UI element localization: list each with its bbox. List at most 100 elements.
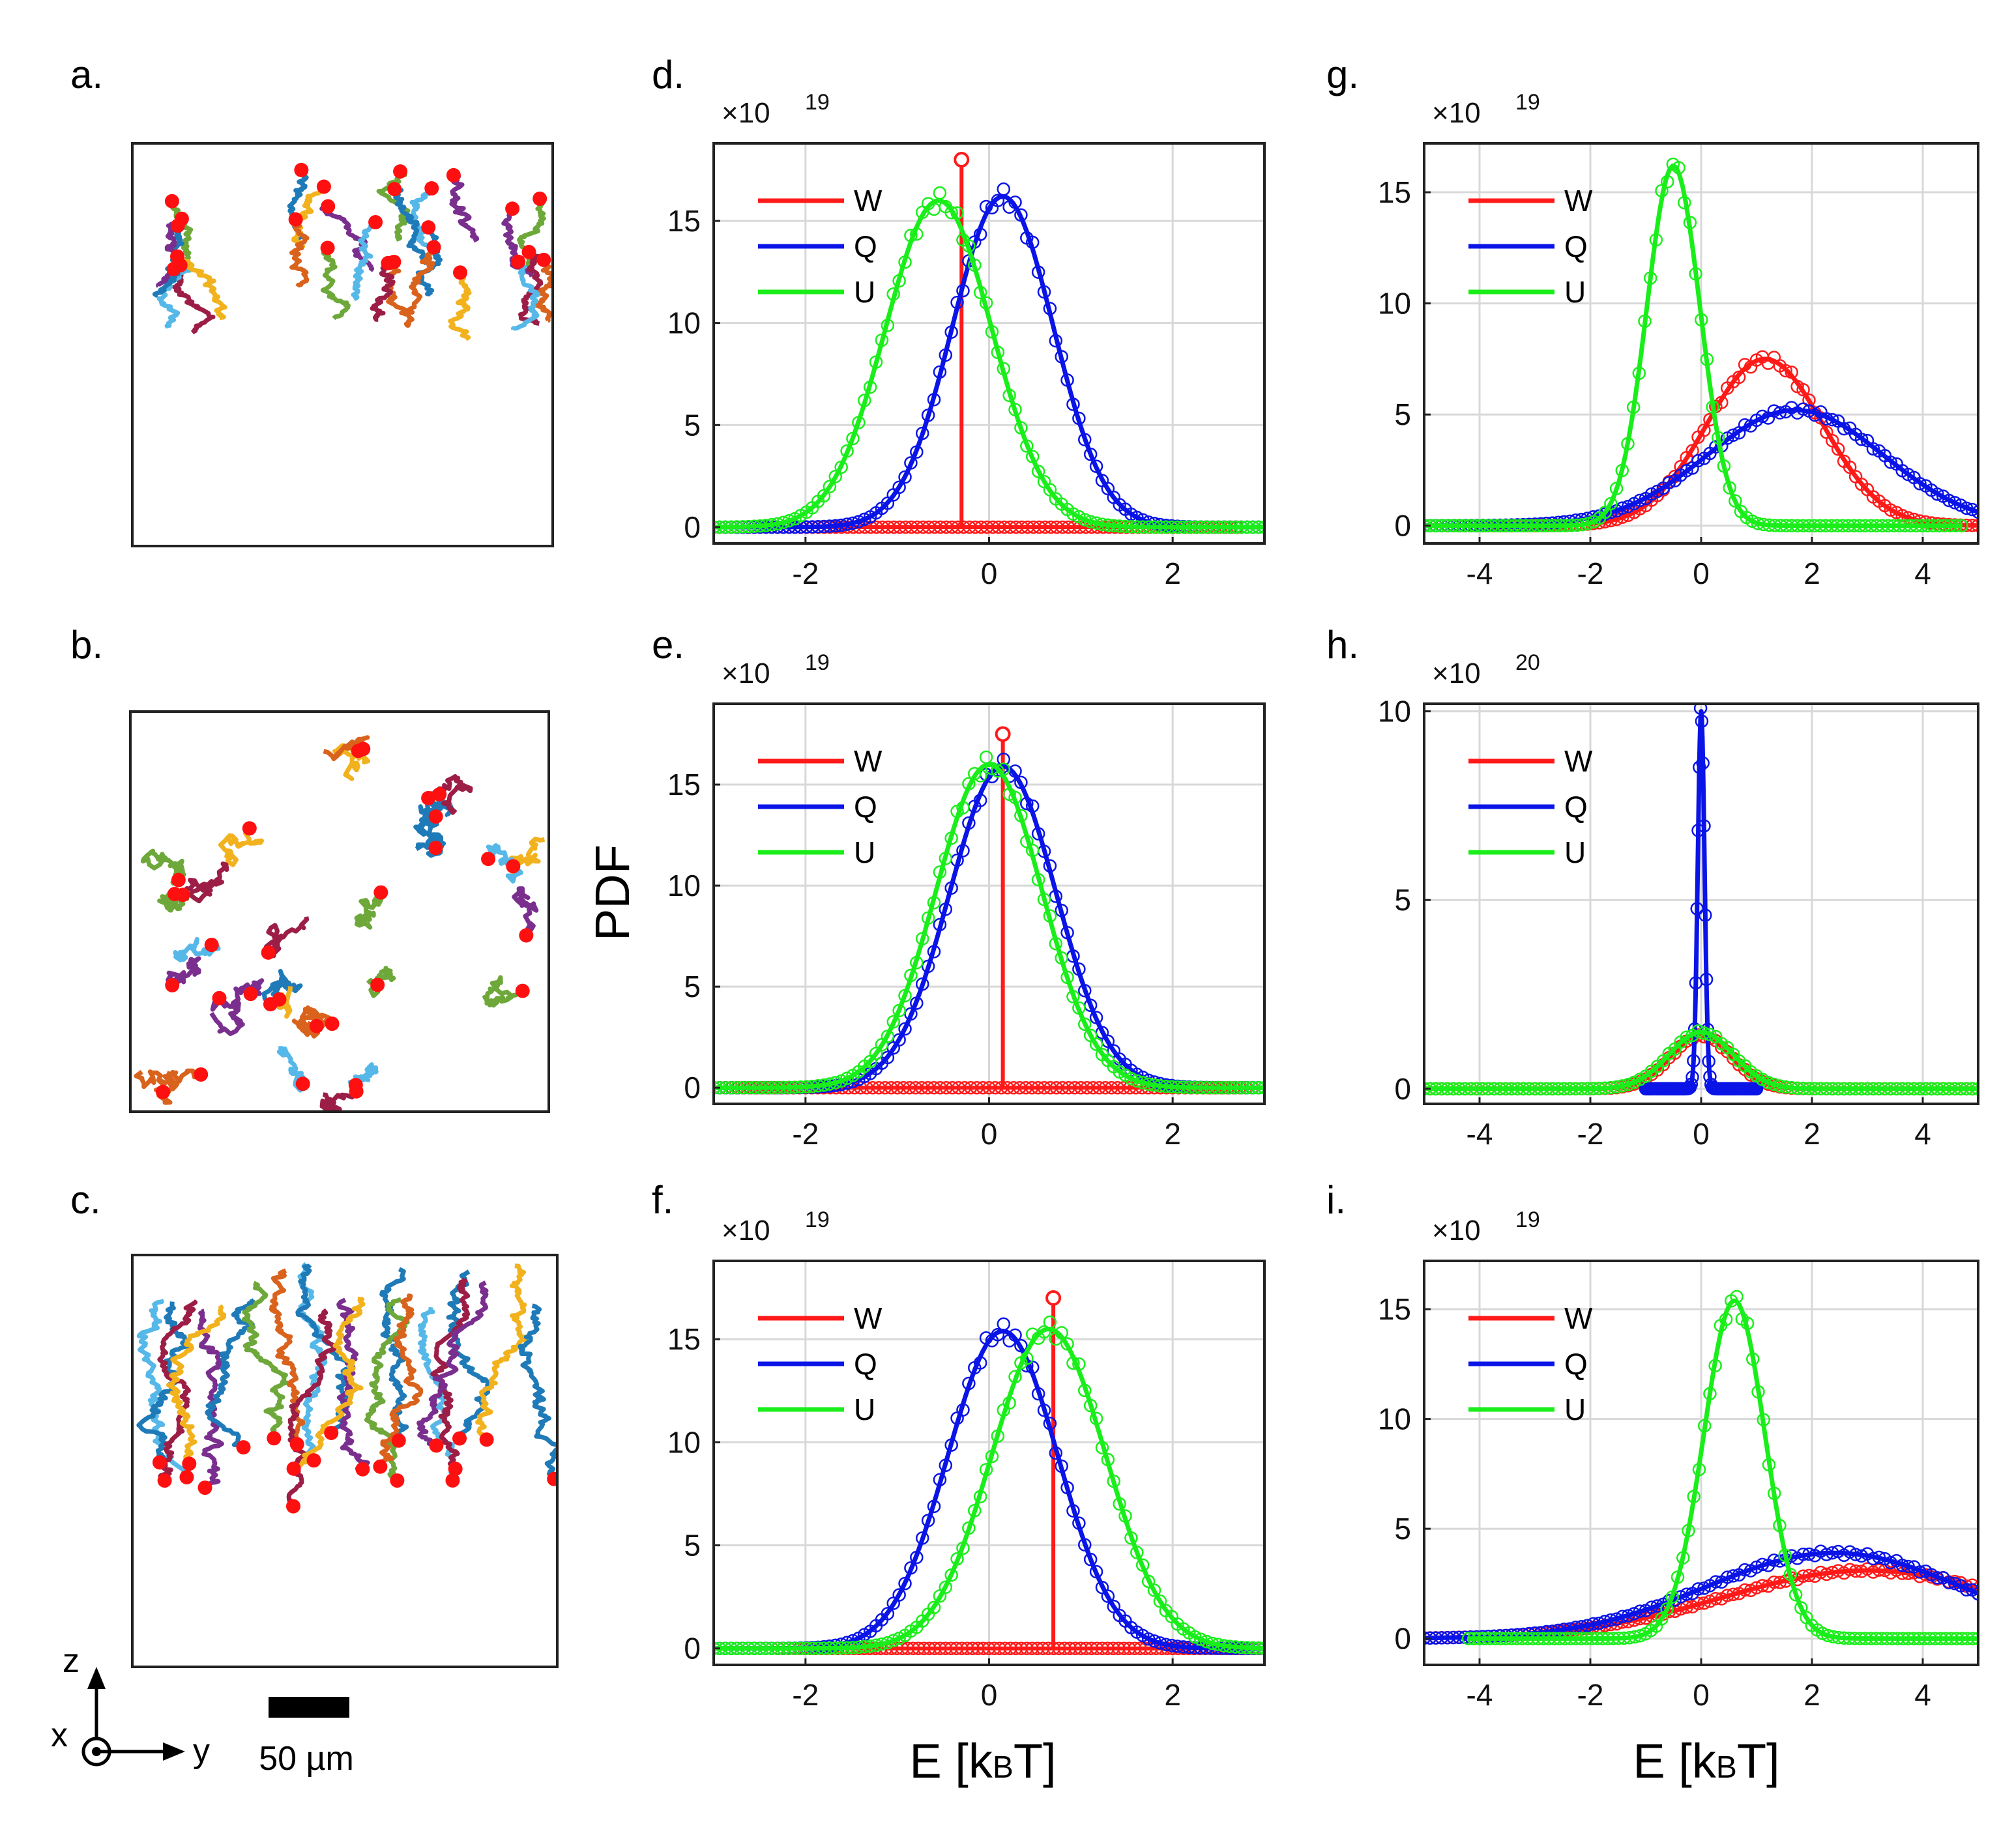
- x-tick-label: 0: [981, 1678, 998, 1712]
- trajectory-frame: [131, 142, 554, 547]
- scale-bar: [269, 1697, 349, 1718]
- series-marker: [1729, 494, 1742, 508]
- trajectory-start-dot: [316, 179, 331, 194]
- trajectory-path: [385, 259, 415, 328]
- legend-label-U: U: [1564, 1393, 1586, 1426]
- trajectory-start-dot: [547, 1471, 557, 1486]
- trajectory-start-dot: [393, 164, 408, 179]
- series-marker: [892, 1033, 906, 1047]
- x-tick-label: -2: [1577, 1117, 1604, 1151]
- series-marker: [1153, 1594, 1167, 1608]
- trajectory-start-dot: [370, 977, 385, 992]
- trajectory-start-dot: [428, 809, 443, 824]
- trajectory-start-dot: [157, 1473, 172, 1488]
- trajectory-path: [166, 1304, 227, 1465]
- y-tick-label: 0: [684, 1071, 701, 1104]
- panel-label: e.: [652, 623, 684, 667]
- trajectory-start-dot: [295, 1076, 310, 1091]
- series-marker: [1680, 464, 1693, 478]
- series-marker: [1931, 487, 1944, 501]
- legend-label-W: W: [854, 744, 883, 778]
- z-axis-label: z: [63, 1642, 80, 1680]
- legend: WQU: [1468, 184, 1593, 309]
- x-tick-label: 0: [1693, 1117, 1710, 1151]
- scale-bar-label: 50 µm: [259, 1740, 354, 1778]
- panel-label: i.: [1326, 1178, 1346, 1222]
- trajectory-path: [264, 916, 310, 959]
- trajectory-start-dot: [324, 1425, 339, 1440]
- x-tick-label: -4: [1467, 556, 1493, 590]
- axes-triad: z x y: [51, 1642, 210, 1770]
- axis-multiplier: ×10: [1432, 657, 1481, 689]
- series-fit-line: [1468, 1298, 1978, 1641]
- trajectory-start-dot: [479, 1432, 494, 1447]
- trajectory-start-dot: [182, 1456, 197, 1471]
- trajectory-start-dot: [373, 885, 388, 900]
- trajectory-start-dot: [515, 983, 530, 998]
- series-marker: [828, 470, 843, 484]
- series-marker: [1691, 454, 1705, 468]
- legend-label-Q: Q: [854, 790, 877, 824]
- legend-label-Q: Q: [1564, 229, 1588, 263]
- y-tick-label: 15: [667, 204, 701, 238]
- x-tick-label: 2: [1164, 1117, 1181, 1151]
- series-marker: [979, 750, 993, 764]
- trajectory-start-dot: [204, 938, 219, 953]
- trajectory-start-dot: [536, 252, 551, 267]
- x-tick-label: -2: [792, 556, 819, 590]
- plot-area: [1424, 704, 1978, 1096]
- series-marker: [892, 1588, 906, 1602]
- legend: WQU: [758, 184, 883, 309]
- y-tick-label: 10: [667, 1425, 701, 1459]
- series-U: [1461, 1290, 1978, 1645]
- trajectory-path: [134, 1068, 203, 1091]
- series-marker: [927, 1600, 941, 1615]
- trajectory-start-dot: [368, 215, 383, 230]
- y-tick-label: 15: [1378, 1292, 1411, 1326]
- legend-label-U: U: [854, 835, 875, 869]
- trajectory-start-dot: [452, 1431, 467, 1446]
- trajectory-start-dot: [428, 841, 443, 856]
- trajectory-path: [413, 794, 439, 837]
- trajectory-path: [415, 225, 443, 296]
- legend-label-Q: Q: [1564, 1347, 1588, 1381]
- x-tick-label: 2: [1164, 556, 1181, 590]
- trajectory-start-dot: [267, 1431, 282, 1446]
- series-marker: [1089, 1037, 1103, 1051]
- trajectory-frame: [129, 710, 550, 1113]
- series-marker: [1832, 442, 1845, 456]
- trajectory-start-dot: [197, 1480, 212, 1495]
- trajectory-path: [364, 1297, 410, 1482]
- axis-multiplier-exponent: 19: [1515, 90, 1540, 115]
- trajectory-start-dot: [421, 790, 436, 805]
- series-fit-line: [714, 762, 1264, 1090]
- y-tick-label: 10: [667, 306, 701, 340]
- y-tick-label: 5: [1394, 883, 1411, 917]
- panel-label: d.: [652, 53, 684, 96]
- trajectory-path: [416, 1280, 489, 1448]
- trajectory-start-dot: [421, 220, 436, 235]
- trajectory-path: [448, 272, 472, 341]
- trajectory-start-dot: [212, 990, 227, 1005]
- trajectory-path: [166, 956, 201, 987]
- y-tick-label: 0: [684, 510, 701, 544]
- trajectory-start-dot: [285, 1499, 300, 1514]
- x-tick-label: 2: [1803, 1117, 1820, 1151]
- trajectory-start-dot: [156, 1084, 171, 1099]
- trajectory-start-dot: [243, 987, 258, 1002]
- trajectory-start-dot: [519, 928, 534, 943]
- trajectory-path: [320, 246, 351, 321]
- series-marker: [991, 764, 1005, 778]
- trajectory-start-dot: [165, 977, 180, 992]
- x-axis-label: x: [51, 1716, 68, 1754]
- trajectory-start-dot: [387, 182, 402, 197]
- axis-multiplier-exponent: 19: [805, 90, 830, 115]
- legend-label-W: W: [854, 184, 883, 218]
- axis-multiplier: ×10: [722, 1215, 770, 1247]
- xlabel-right: E [kBT]: [1633, 1734, 1779, 1788]
- trajectory-start-dot: [453, 265, 468, 280]
- x-axis-out-icon: [81, 1737, 111, 1767]
- series-fit-line: [1424, 1030, 1978, 1091]
- series-marker: [1680, 1030, 1693, 1044]
